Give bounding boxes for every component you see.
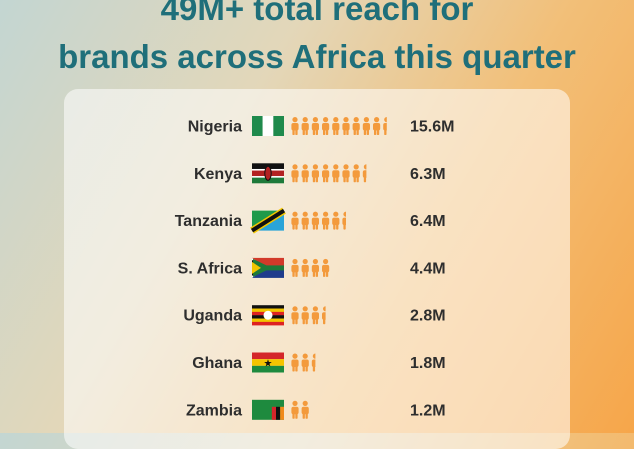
tanzania-flag-icon <box>250 207 286 234</box>
person-icon <box>311 353 316 372</box>
chart-row: Zambia 1.2M <box>186 399 446 420</box>
people-pictogram <box>291 117 387 135</box>
people-pictogram <box>291 164 367 183</box>
person-icon <box>332 211 340 230</box>
chart-title-line-1: 49M+ total reach for <box>160 0 474 27</box>
value-label: 6.4M <box>410 213 446 230</box>
people-pictogram <box>291 306 326 325</box>
person-icon <box>291 258 299 277</box>
person-icon <box>291 400 299 419</box>
person-icon <box>311 306 319 325</box>
country-label: Zambia <box>186 402 242 419</box>
person-icon <box>322 117 330 135</box>
country-label: S. Africa <box>178 260 242 277</box>
people-pictogram <box>291 353 316 372</box>
person-icon <box>352 117 360 135</box>
person-icon <box>291 117 299 135</box>
person-icon <box>322 211 330 230</box>
chart-title-line-2: brands across Africa this quarter <box>58 38 576 75</box>
person-icon <box>332 164 340 183</box>
nigeria-flag-icon <box>252 116 284 136</box>
chart-row: Kenya 6.3M <box>194 163 446 184</box>
country-label: Uganda <box>183 308 242 325</box>
person-icon <box>322 258 330 277</box>
person-icon <box>342 211 346 230</box>
person-icon <box>332 117 340 135</box>
south-africa-flag-icon <box>252 257 284 278</box>
people-pictogram <box>291 400 309 419</box>
person-icon <box>291 353 299 372</box>
person-icon <box>291 306 299 325</box>
chart-row: Uganda 2.8M <box>183 305 446 326</box>
person-icon <box>342 117 350 135</box>
country-label: Kenya <box>194 166 242 183</box>
person-icon <box>352 164 360 183</box>
chart-row: Ghana ★ 1.8M <box>192 352 446 373</box>
pictogram-chart: Nigeria 15.6M Kenya 6.3M Tanzania 6.4M S. Afri… <box>175 116 454 420</box>
person-icon <box>362 164 367 183</box>
person-icon <box>311 258 319 277</box>
chart-row: Tanzania 6.4M <box>175 207 446 234</box>
person-icon <box>322 164 330 183</box>
person-icon <box>342 164 350 183</box>
person-icon <box>311 164 319 183</box>
country-label: Tanzania <box>175 213 242 230</box>
person-icon <box>311 117 319 135</box>
person-icon <box>373 117 381 135</box>
person-icon <box>291 211 299 230</box>
value-label: 2.8M <box>410 308 446 325</box>
person-icon <box>362 117 370 135</box>
uganda-flag-icon <box>252 305 284 326</box>
chart-row: S. Africa 4.4M <box>178 257 446 278</box>
svg-text:★: ★ <box>264 359 273 370</box>
ghana-flag-icon: ★ <box>252 352 284 373</box>
person-icon <box>383 117 387 135</box>
people-pictogram <box>291 211 346 230</box>
person-icon <box>301 258 309 277</box>
value-label: 15.6M <box>410 119 454 136</box>
kenya-flag-icon <box>252 163 284 184</box>
zambia-flag-icon <box>252 399 284 420</box>
person-icon <box>301 211 309 230</box>
value-label: 1.8M <box>410 355 446 372</box>
person-icon <box>301 117 309 135</box>
person-icon <box>322 306 326 325</box>
person-icon <box>301 164 309 183</box>
person-icon <box>291 164 299 183</box>
person-icon <box>301 306 309 325</box>
value-label: 6.3M <box>410 166 446 183</box>
chart-row: Nigeria 15.6M <box>188 116 454 136</box>
country-label: Ghana <box>192 355 242 372</box>
person-icon <box>311 211 319 230</box>
value-label: 1.2M <box>410 402 446 419</box>
person-icon <box>301 353 309 372</box>
value-label: 4.4M <box>410 260 446 277</box>
person-icon <box>301 400 309 419</box>
people-pictogram <box>291 258 330 277</box>
country-label: Nigeria <box>188 119 242 136</box>
